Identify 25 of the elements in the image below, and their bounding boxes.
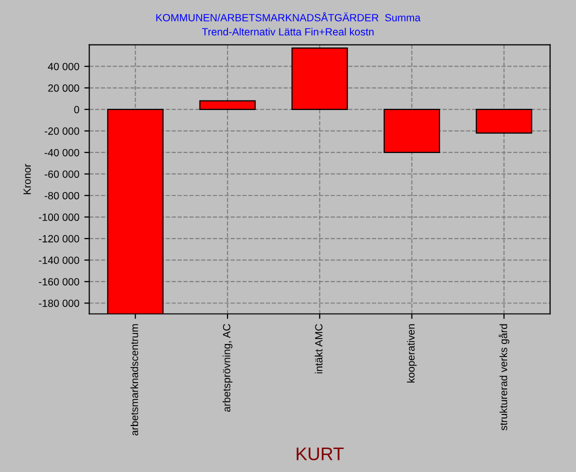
x-axis-title: KURT xyxy=(296,448,344,460)
y-tick-label: 20 000 xyxy=(48,84,80,92)
y-axis-title: Kronor xyxy=(24,164,31,194)
y-tick-label: -60 000 xyxy=(44,170,80,178)
bar xyxy=(476,108,532,134)
x-tick-label: arbetsmarknadscentrum xyxy=(130,324,138,436)
x-tick-label: intäkt AMC xyxy=(314,324,322,374)
y-tick-label: 0 xyxy=(74,106,80,114)
y-tick-label: -160 000 xyxy=(38,278,80,286)
chart-subtitle: Trend-Alternativ Lätta Fin+Real kostn xyxy=(202,28,374,36)
x-tick-label: kooperativen xyxy=(406,324,417,383)
y-tick-label: -180 000 xyxy=(38,300,80,307)
x-tick-label: arbetsprövning, AC xyxy=(222,324,232,412)
y-tick-label: -100 000 xyxy=(38,214,80,221)
y-tick-label: -40 000 xyxy=(44,148,80,156)
x-tick-label: strukturerad verks gård xyxy=(498,324,510,430)
bar xyxy=(384,108,440,154)
bar xyxy=(291,48,348,110)
y-tick-label: 40 000 xyxy=(48,62,80,70)
y-tick-label: -20 000 xyxy=(44,127,80,135)
bar xyxy=(199,100,256,110)
y-tick-label: -120 000 xyxy=(38,235,80,242)
y-tick-label: -140 000 xyxy=(38,256,80,264)
y-tick-label: -80 000 xyxy=(44,192,80,200)
chart-title: KOMMUNEN/ARBETSMARKNADSÅTGÄRDER Summa xyxy=(156,12,421,22)
